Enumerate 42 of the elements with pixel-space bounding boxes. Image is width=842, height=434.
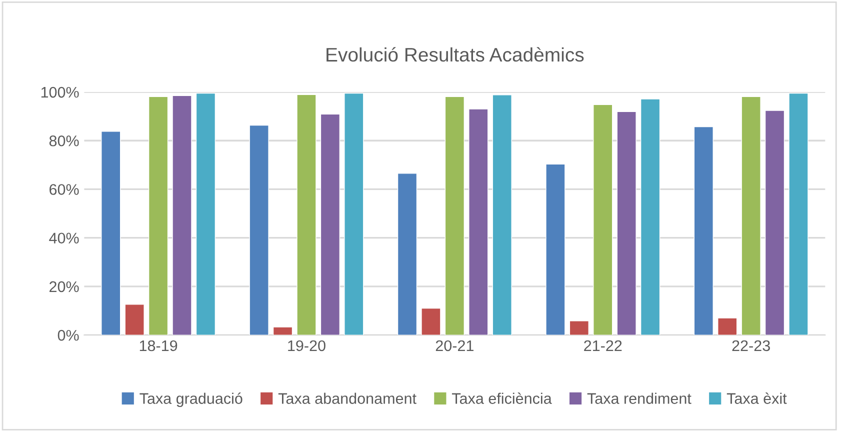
bar [249,124,269,336]
y-tick-label: 60% [50,184,79,195]
y-tick-label: 0% [58,330,79,341]
y-tick-label: 40% [49,232,79,244]
x-tick-label: 21-22 [584,340,622,351]
y-tick-label: 20% [50,281,79,292]
legend-label: Taxa èxit [726,392,787,404]
legend-label: Taxa abandonament [278,392,416,404]
bar [764,110,785,336]
bar [741,96,761,336]
bar [196,92,216,336]
bar [546,164,566,336]
legend-label: Taxa graduació [140,392,242,407]
bar [296,94,316,336]
bar [148,96,168,336]
bar [397,173,418,336]
bar [124,304,144,336]
bar [468,108,488,336]
bar [694,126,714,336]
bar [444,96,465,336]
y-tick-label: 80% [49,135,79,146]
bar [616,111,636,336]
bar [640,98,660,336]
bar [320,114,340,336]
bar [569,320,589,336]
bar [718,318,738,336]
x-tick-label: 18-19 [140,340,178,352]
bar [788,92,808,336]
legend-label: Taxa eficiència [452,392,552,404]
bar [272,326,293,336]
bar [492,94,512,336]
legend-label: Taxa rendiment [587,392,692,404]
bar [172,95,192,336]
x-tick-label: 22-23 [732,340,770,352]
bar [101,131,121,336]
x-tick-label: 19-20 [288,340,326,352]
y-tick-label: 100% [41,86,79,98]
bar [421,308,441,336]
bar [344,92,364,336]
bar [593,104,613,336]
chart-title: Evolució Resultats Acadèmics [326,47,584,62]
x-tick-label: 20-21 [436,340,474,352]
